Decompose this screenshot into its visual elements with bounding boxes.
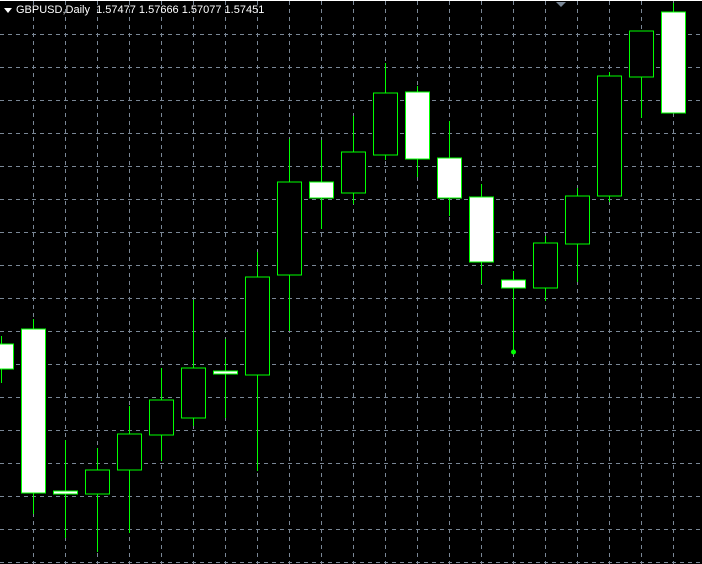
candle-bull: [565, 195, 590, 245]
candle-bull: [245, 276, 270, 376]
candle-bear: [501, 279, 526, 289]
candle-bull: [117, 433, 142, 471]
candle-bull: [181, 367, 206, 419]
candle-bear: [53, 490, 78, 495]
candle-bull: [629, 30, 654, 78]
candle-bull: [85, 469, 110, 495]
candle-bull: [341, 151, 366, 194]
candle-bull: [149, 399, 174, 436]
candle-bull: [373, 92, 398, 156]
dropdown-triangle-icon[interactable]: [4, 7, 12, 13]
candle-bear: [21, 328, 46, 494]
candle-bull: [597, 75, 622, 197]
symbol-timeframe: GBPUSD,Daily: [16, 4, 90, 16]
chart-shift-triangle-icon: [556, 2, 566, 7]
low-marker-dot: [511, 349, 516, 355]
candle-bear: [405, 91, 430, 160]
candle-bull: [533, 242, 558, 289]
candle-bull: [277, 181, 302, 276]
candle-bear: [661, 11, 686, 114]
chart-header: GBPUSD,Daily 1.57477 1.57666 1.57077 1.5…: [4, 4, 264, 16]
candle-bear: [437, 157, 462, 199]
candle-bear: [213, 370, 238, 375]
ohlc-values: 1.57477 1.57666 1.57077 1.57451: [96, 4, 265, 16]
candle-bear: [309, 181, 334, 199]
candle-bear: [469, 196, 494, 263]
candle-bear: [0, 343, 14, 370]
